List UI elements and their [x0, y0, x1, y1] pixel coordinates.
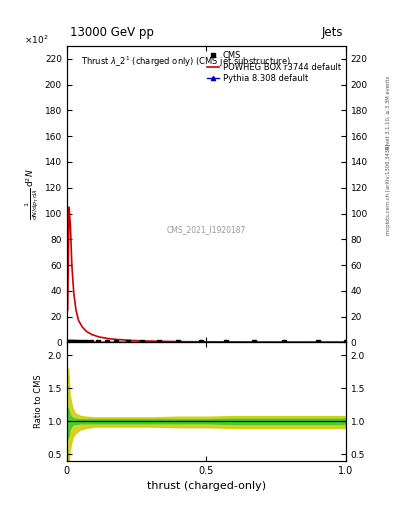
- Text: 13000 GeV pp: 13000 GeV pp: [70, 26, 154, 39]
- CMS: [316, 339, 320, 346]
- Pythia 8.308 default: [90, 339, 94, 345]
- X-axis label: thrust (charged-only): thrust (charged-only): [147, 481, 266, 491]
- CMS: [198, 339, 203, 346]
- Pythia 8.308 default: [282, 339, 287, 346]
- Pythia 8.308 default: [72, 339, 76, 345]
- POWHEG BOX r3744 default: [316, 339, 320, 345]
- CMS: [83, 339, 88, 345]
- POWHEG BOX r3744 default: [282, 339, 287, 345]
- POWHEG BOX r3744 default: [76, 317, 81, 324]
- POWHEG BOX r3744 default: [70, 262, 74, 268]
- Pythia 8.308 default: [67, 338, 72, 345]
- Pythia 8.308 default: [156, 339, 161, 346]
- Y-axis label: $\frac{1}{\mathrm{d}N / \mathrm{d}p_{\mathrm{T}}\,\mathrm{d}\lambda}\,\mathrm{d}: $\frac{1}{\mathrm{d}N / \mathrm{d}p_{\ma…: [23, 168, 40, 220]
- POWHEG BOX r3744 default: [224, 339, 228, 345]
- Pythia 8.308 default: [84, 339, 89, 345]
- CMS: [114, 339, 119, 346]
- Pythia 8.308 default: [198, 339, 203, 346]
- CMS: [71, 339, 75, 345]
- Y-axis label: Ratio to CMS: Ratio to CMS: [35, 375, 43, 429]
- CMS: [156, 339, 161, 346]
- CMS: [252, 339, 256, 346]
- CMS: [126, 339, 130, 346]
- Pythia 8.308 default: [224, 339, 228, 346]
- POWHEG BOX r3744 default: [65, 307, 70, 313]
- Text: Thrust $\lambda\_2^1$ (charged only) (CMS jet substructure): Thrust $\lambda\_2^1$ (charged only) (CM…: [81, 55, 291, 69]
- CMS: [105, 339, 109, 346]
- Pythia 8.308 default: [176, 339, 181, 346]
- CMS: [343, 339, 348, 346]
- Text: CMS_2021_I1920187: CMS_2021_I1920187: [167, 225, 246, 234]
- POWHEG BOX r3744 default: [176, 338, 181, 345]
- CMS: [75, 339, 80, 345]
- POWHEG BOX r3744 default: [140, 338, 145, 344]
- Text: $\times10^2$: $\times10^2$: [24, 34, 48, 46]
- CMS: [67, 339, 72, 345]
- Pythia 8.308 default: [65, 339, 70, 345]
- CMS: [66, 339, 71, 345]
- CMS: [282, 339, 287, 346]
- Line: CMS: CMS: [66, 339, 348, 345]
- POWHEG BOX r3744 default: [343, 339, 348, 345]
- Text: Rivet 3.1.10, ≥ 3.3M events: Rivet 3.1.10, ≥ 3.3M events: [386, 76, 391, 150]
- POWHEG BOX r3744 default: [80, 324, 84, 330]
- POWHEG BOX r3744 default: [105, 335, 110, 342]
- Text: mcplots.cern.ch [arXiv:1306.3436]: mcplots.cern.ch [arXiv:1306.3436]: [386, 144, 391, 235]
- CMS: [224, 339, 228, 346]
- POWHEG BOX r3744 default: [68, 223, 73, 229]
- Pythia 8.308 default: [73, 339, 78, 345]
- POWHEG BOX r3744 default: [84, 328, 89, 334]
- Line: POWHEG BOX r3744 default: POWHEG BOX r3744 default: [68, 207, 346, 342]
- Pythia 8.308 default: [252, 339, 256, 346]
- Text: Jets: Jets: [321, 26, 343, 39]
- Pythia 8.308 default: [105, 339, 110, 346]
- CMS: [89, 339, 94, 345]
- Pythia 8.308 default: [140, 339, 145, 346]
- Pythia 8.308 default: [316, 339, 320, 346]
- CMS: [73, 339, 77, 345]
- POWHEG BOX r3744 default: [67, 204, 72, 210]
- POWHEG BOX r3744 default: [90, 331, 94, 337]
- CMS: [176, 339, 181, 346]
- Pythia 8.308 default: [76, 339, 81, 345]
- Pythia 8.308 default: [115, 339, 119, 346]
- Pythia 8.308 default: [70, 339, 74, 345]
- Pythia 8.308 default: [97, 339, 101, 345]
- Pythia 8.308 default: [126, 339, 130, 346]
- POWHEG BOX r3744 default: [97, 334, 101, 340]
- POWHEG BOX r3744 default: [252, 339, 256, 345]
- CMS: [79, 339, 84, 345]
- POWHEG BOX r3744 default: [73, 307, 78, 313]
- POWHEG BOX r3744 default: [126, 337, 130, 344]
- Pythia 8.308 default: [68, 339, 73, 345]
- POWHEG BOX r3744 default: [156, 338, 161, 345]
- POWHEG BOX r3744 default: [198, 339, 203, 345]
- CMS: [140, 339, 145, 346]
- POWHEG BOX r3744 default: [115, 336, 119, 343]
- CMS: [96, 339, 101, 345]
- Legend: CMS, POWHEG BOX r3744 default, Pythia 8.308 default: CMS, POWHEG BOX r3744 default, Pythia 8.…: [204, 48, 344, 87]
- Pythia 8.308 default: [80, 339, 84, 345]
- CMS: [69, 339, 73, 345]
- Pythia 8.308 default: [343, 339, 348, 346]
- Line: Pythia 8.308 default: Pythia 8.308 default: [66, 339, 348, 345]
- POWHEG BOX r3744 default: [72, 290, 76, 296]
